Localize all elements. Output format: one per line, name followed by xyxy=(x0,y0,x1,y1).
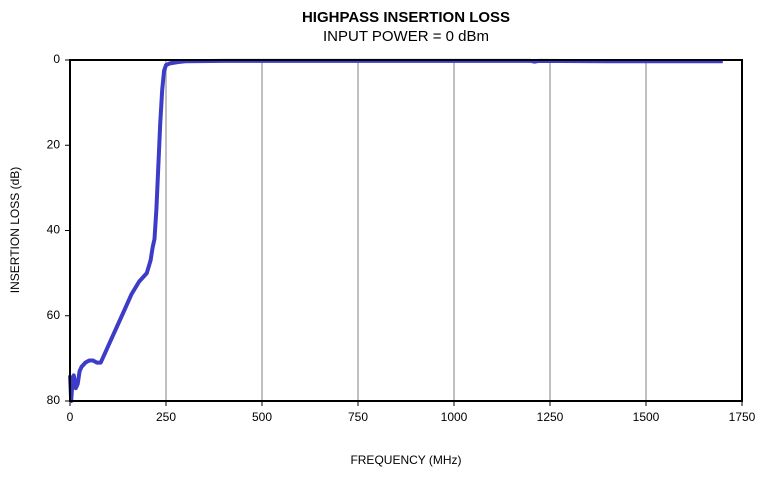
x-tick-label: 1500 xyxy=(633,410,660,424)
y-axis-label: INSERTION LOSS (dB) xyxy=(8,167,22,293)
x-tick-label: 1750 xyxy=(729,410,756,424)
chart-subtitle: INPUT POWER = 0 dBm xyxy=(323,28,489,45)
data-line xyxy=(68,58,723,403)
y-tick-label: 20 xyxy=(47,137,61,151)
y-tick-label: 40 xyxy=(47,223,61,237)
x-axis-label: FREQUENCY (MHz) xyxy=(350,453,461,467)
x-tick-label: 250 xyxy=(156,410,176,424)
y-tick-label: 60 xyxy=(47,308,61,322)
chart-title: HIGHPASS INSERTION LOSS xyxy=(302,9,510,26)
x-tick-label: 1000 xyxy=(441,410,468,424)
x-tick-label: 0 xyxy=(67,410,74,424)
x-tick-label: 500 xyxy=(252,410,272,424)
plot-frame xyxy=(69,59,743,402)
y-tick-label: 0 xyxy=(53,52,60,66)
x-tick-label: 750 xyxy=(348,410,368,424)
y-tick-label: 80 xyxy=(47,393,61,407)
x-tick-label: 1250 xyxy=(537,410,564,424)
